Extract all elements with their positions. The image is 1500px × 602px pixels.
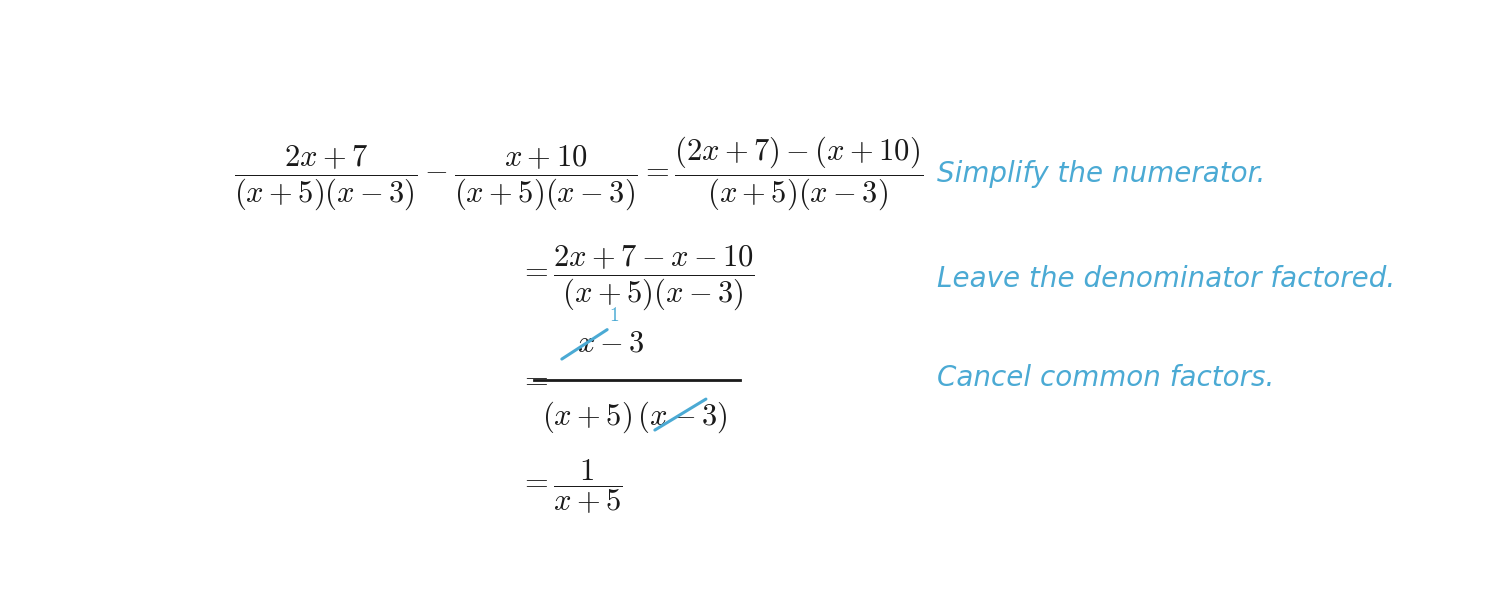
Text: Leave the denominator factored.: Leave the denominator factored. — [938, 264, 1395, 293]
Text: $=\dfrac{1}{x+5}$: $=\dfrac{1}{x+5}$ — [519, 458, 622, 517]
Text: $x-3$: $x-3$ — [578, 329, 645, 358]
Text: $1$: $1$ — [609, 306, 619, 325]
Text: $=$: $=$ — [519, 364, 548, 393]
Text: $=\dfrac{2x+7-x-10}{(x+5)(x-3)}$: $=\dfrac{2x+7-x-10}{(x+5)(x-3)}$ — [519, 244, 754, 313]
Text: Cancel common factors.: Cancel common factors. — [938, 364, 1275, 392]
Text: $\dfrac{2x+7}{(x+5)(x-3)}-\dfrac{x+10}{(x+5)(x-3)}=\dfrac{(2x+7)-(x+10)}{(x+5)(x: $\dfrac{2x+7}{(x+5)(x-3)}-\dfrac{x+10}{(… — [234, 135, 922, 213]
Text: $(x+5)\,(x-3)$: $(x+5)\,(x-3)$ — [542, 400, 728, 435]
Text: Simplify the numerator.: Simplify the numerator. — [938, 160, 1266, 188]
